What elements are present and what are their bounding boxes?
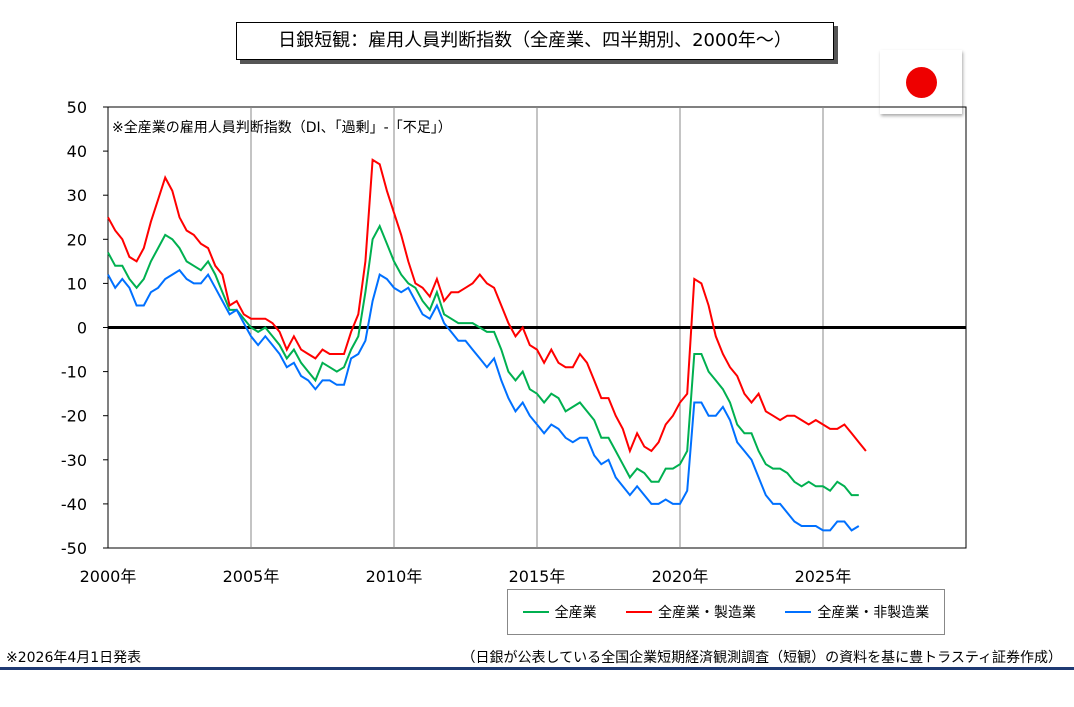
y-tick-label: -20	[61, 407, 87, 426]
y-tick-label: 50	[67, 98, 87, 117]
x-tick-label: 2000年	[80, 567, 137, 586]
series-line-1	[107, 158, 867, 454]
x-tick-label: 2005年	[223, 567, 280, 586]
series-line-0	[107, 223, 859, 497]
japan-flag-icon	[880, 50, 962, 114]
release-date-note: ※2026年4月1日発表	[6, 650, 142, 666]
chart-note: ※全産業の雇用人員判断指数（DI、「過剰」-「不足」）	[112, 119, 452, 136]
x-tick-label: 2025年	[795, 567, 852, 586]
y-tick-label: 30	[67, 186, 87, 205]
x-tick-label: 2010年	[366, 567, 423, 586]
y-tick-label: -10	[61, 363, 87, 382]
x-tick-label: 2015年	[509, 567, 566, 586]
legend-item-manufacturing: 全産業・製造業	[625, 602, 756, 622]
legend-label: 全産業・製造業	[657, 605, 756, 621]
legend-label: 全産業	[554, 605, 597, 621]
y-tick-label: -50	[61, 539, 87, 558]
legend-item-all: 全産業	[522, 602, 597, 622]
legend-label: 全産業・非製造業	[817, 605, 930, 621]
source-note: （日銀が公表している全国企業短期経済観測調査（短観）の資料を基に豊トラスティ証券…	[461, 650, 1062, 666]
series-line-2	[107, 268, 860, 532]
y-tick-label: -30	[61, 451, 87, 470]
legend: 全産業 全産業・製造業 全産業・非製造業	[507, 589, 945, 635]
y-tick-label: 0	[77, 319, 87, 338]
y-tick-label: 20	[67, 230, 87, 249]
chart-title: 日銀短観：雇用人員判断指数（全産業、四半期別、2000年～）	[236, 22, 834, 60]
legend-item-non-manufacturing: 全産業・非製造業	[785, 602, 929, 622]
y-tick-label: 10	[67, 274, 87, 293]
x-tick-label: 2020年	[652, 567, 709, 586]
footer-divider	[0, 667, 1074, 670]
y-tick-label: -40	[61, 495, 87, 514]
y-tick-label: 40	[67, 142, 87, 161]
